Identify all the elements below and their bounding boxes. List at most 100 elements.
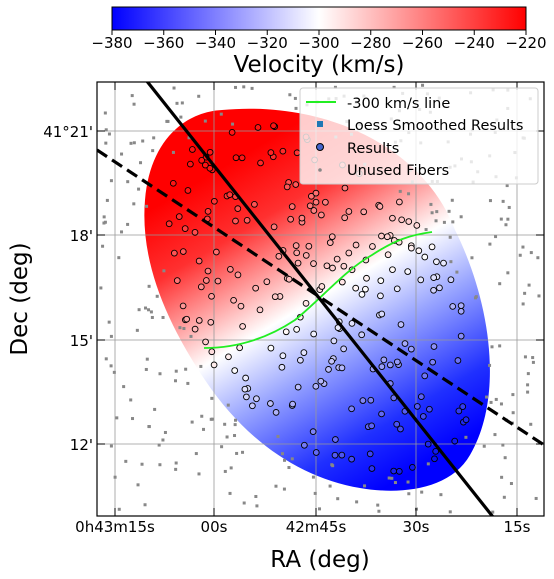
unused-fiber-point xyxy=(491,510,495,514)
unused-fiber-point xyxy=(293,96,297,100)
unused-fiber-point xyxy=(202,427,206,431)
result-point xyxy=(312,189,320,197)
unused-fiber-point xyxy=(488,363,492,367)
unused-fiber-point xyxy=(255,504,259,508)
unused-fiber-point xyxy=(283,458,287,462)
x-tick-label: 0h43m15s xyxy=(75,518,155,536)
legend-box xyxy=(299,87,539,185)
result-point xyxy=(380,356,388,364)
result-point xyxy=(330,337,338,345)
result-point xyxy=(408,244,415,252)
result-point xyxy=(257,159,264,167)
unused-fiber-point xyxy=(526,372,530,376)
result-point xyxy=(341,214,349,222)
unused-fiber-point xyxy=(219,112,223,116)
unused-fiber-point xyxy=(489,400,493,404)
y-tick-label: 12' xyxy=(70,436,93,454)
unused-fiber-point xyxy=(158,463,162,467)
unused-fiber-point xyxy=(435,210,439,214)
unused-fiber-point xyxy=(104,357,108,361)
unused-fiber-point xyxy=(282,487,286,491)
result-point xyxy=(312,449,320,456)
result-point xyxy=(310,207,318,214)
result-point xyxy=(294,259,302,267)
result-point xyxy=(345,249,353,257)
unused-fiber-point xyxy=(505,184,509,188)
result-point xyxy=(454,357,462,364)
unused-fiber-point xyxy=(194,452,198,456)
result-point xyxy=(401,340,409,347)
result-point xyxy=(236,344,244,352)
result-point xyxy=(312,198,320,206)
result-point xyxy=(348,405,355,413)
result-point xyxy=(338,278,346,286)
colorbar-tick-label: −360 xyxy=(143,34,184,52)
result-point xyxy=(226,191,234,199)
unused-fiber-point xyxy=(150,315,154,319)
result-point xyxy=(415,247,423,255)
unused-fiber-point xyxy=(233,423,237,427)
unused-fiber-point xyxy=(137,187,141,191)
result-point xyxy=(279,352,287,360)
result-point xyxy=(378,363,386,370)
colorbar-tick-label: −280 xyxy=(350,34,391,52)
unused-fiber-point xyxy=(518,253,522,257)
result-point xyxy=(306,202,314,210)
unused-fiber-point xyxy=(145,204,149,208)
unused-fiber-point xyxy=(109,179,113,183)
result-point xyxy=(309,428,317,435)
result-point xyxy=(301,441,308,449)
colorbar-tick-label: −240 xyxy=(454,34,495,52)
unused-fiber-point xyxy=(537,294,541,298)
result-point xyxy=(433,258,440,266)
result-point xyxy=(398,216,405,224)
result-point xyxy=(239,323,246,330)
unused-fiber-point xyxy=(442,220,446,224)
result-point xyxy=(278,363,286,371)
result-point xyxy=(254,124,262,131)
result-point xyxy=(429,358,436,366)
result-point xyxy=(285,275,293,283)
unused-fiber-point xyxy=(233,434,237,438)
unused-fiber-point xyxy=(179,115,183,119)
unused-fiber-point xyxy=(234,85,238,89)
unused-fiber-point xyxy=(521,302,525,306)
colorbar-gradient xyxy=(111,6,527,31)
result-point xyxy=(214,277,222,285)
unused-fiber-point xyxy=(392,85,396,89)
unused-fiber-point xyxy=(488,199,492,203)
unused-fiber-point xyxy=(144,367,148,371)
result-point xyxy=(287,215,294,223)
unused-fiber-point xyxy=(203,119,207,123)
unused-fiber-point xyxy=(109,334,113,338)
result-point xyxy=(293,149,301,157)
unused-fiber-point xyxy=(288,93,292,97)
result-point xyxy=(338,451,346,459)
unused-fiber-point xyxy=(132,202,136,206)
unused-fiber-point xyxy=(189,334,193,338)
unused-fiber-point xyxy=(234,418,238,422)
x-tick-labels: 0h43m15s 00s 42m45s 30s 15s xyxy=(75,518,530,536)
unused-fiber-point xyxy=(503,456,507,460)
result-point xyxy=(271,293,279,301)
unused-fiber-point xyxy=(152,136,156,140)
unused-fiber-point xyxy=(131,417,135,421)
x-axis-label: RA (deg) xyxy=(270,547,369,573)
result-point xyxy=(195,257,203,265)
result-point xyxy=(191,228,199,236)
result-point xyxy=(267,344,275,352)
result-point xyxy=(211,197,218,205)
unused-fiber-point xyxy=(228,491,232,495)
unused-fiber-point xyxy=(407,492,411,496)
unused-fiber-point xyxy=(220,445,224,449)
unused-fiber-point xyxy=(451,220,455,224)
unused-fiber-point xyxy=(459,215,463,219)
result-point xyxy=(237,302,245,310)
result-point xyxy=(267,149,275,156)
unused-fiber-point xyxy=(153,407,157,411)
result-point xyxy=(312,382,320,390)
result-point xyxy=(333,255,341,263)
unused-fiber-point xyxy=(429,202,433,206)
result-point xyxy=(310,330,318,338)
unused-fiber-point xyxy=(531,356,535,360)
